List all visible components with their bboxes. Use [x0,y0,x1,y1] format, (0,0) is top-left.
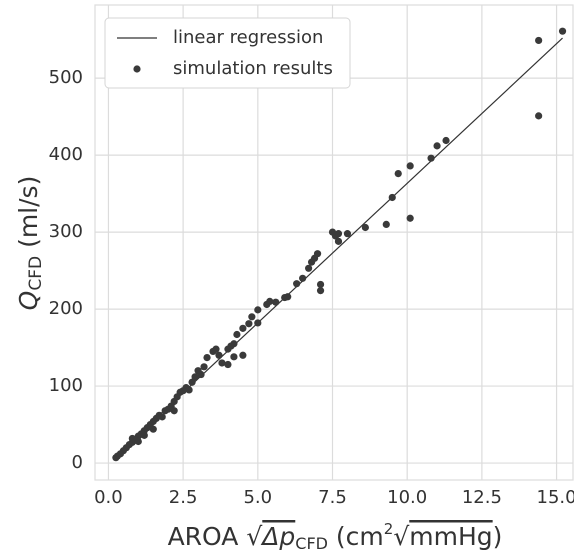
data-point [343,230,352,238]
data-point [209,347,217,356]
data-point [535,112,543,120]
y-label-part: Q [14,291,43,311]
data-point [442,136,450,145]
data-point [112,454,120,462]
data-point [328,228,337,236]
data-point [161,407,169,415]
data-point [316,287,325,295]
x-tick-label: 15.0 [537,487,574,508]
y-tick-label: 0 [72,452,83,473]
y-tick-label: 300 [49,221,83,242]
y-label-part: (ml/s) [14,176,43,256]
data-point [361,223,369,232]
data-point [233,330,241,339]
data-point [224,345,232,353]
data-point [239,324,247,332]
data-point [293,280,301,288]
x-label-part: √ [393,522,409,551]
legend-marker [133,65,141,73]
y-tick-label: 200 [49,298,83,319]
data-point [158,413,166,421]
data-point [134,437,142,446]
data-point [200,363,208,371]
data-point [254,319,262,327]
data-point [305,264,313,272]
x-label-part: CFD [295,534,328,553]
y-tick-label: 100 [49,375,83,396]
y-tick-label: 400 [49,144,83,165]
x-label-part: AROA [168,522,247,551]
legend-label: simulation results [173,58,333,79]
data-point [316,280,325,289]
data-point [188,378,196,386]
x-tick-label: 7.5 [318,487,347,508]
data-point [203,353,211,362]
data-point [140,431,148,439]
data-point [263,300,271,309]
data-point [218,359,226,367]
data-point [149,425,157,433]
plot-frame [94,4,574,481]
data-point [382,220,390,229]
data-point [427,154,435,162]
data-point [406,214,414,222]
y-tick-label: 500 [49,67,83,88]
legend-box [104,17,351,89]
data-point [307,258,316,266]
data-point [248,313,256,321]
data-point [245,320,253,328]
x-label-part: Δp [260,522,295,551]
x-tick-label: 12.5 [462,487,502,508]
x-tick-label: 10.0 [387,487,427,508]
y-label-part: CFD [26,256,46,291]
data-point [191,373,199,381]
data-point [272,298,280,306]
data-point [254,306,262,314]
data-point [394,169,402,178]
data-point [281,293,289,302]
data-point [170,407,178,415]
x-label-part: 2 [384,520,394,538]
data-point [433,142,441,150]
data-point [299,274,307,282]
data-point [224,360,232,369]
data-point [230,353,238,361]
x-tick-label: 2.5 [169,487,198,508]
data-point [185,386,193,394]
legend-label: linear regression [173,27,323,48]
x-tick-label: 5.0 [243,487,272,508]
x-label-part: (cm [328,522,384,551]
data-point [128,434,136,443]
x-label-part: mmHg [409,522,492,551]
data-point [406,162,414,170]
data-point [388,193,396,202]
x-axis-label: AROA √ΔpCFD (cm2√mmHg) [168,520,503,553]
data-point [215,351,223,359]
data-point [197,370,205,379]
data-point [334,237,343,245]
data-point [535,36,543,45]
data-point [239,351,247,359]
x-tick-label: 0.0 [94,487,123,508]
data-point [558,27,567,35]
x-label-part: ) [493,522,503,551]
y-axis-label: QCFD (ml/s) [14,176,46,311]
x-label-part: √ [246,522,262,551]
